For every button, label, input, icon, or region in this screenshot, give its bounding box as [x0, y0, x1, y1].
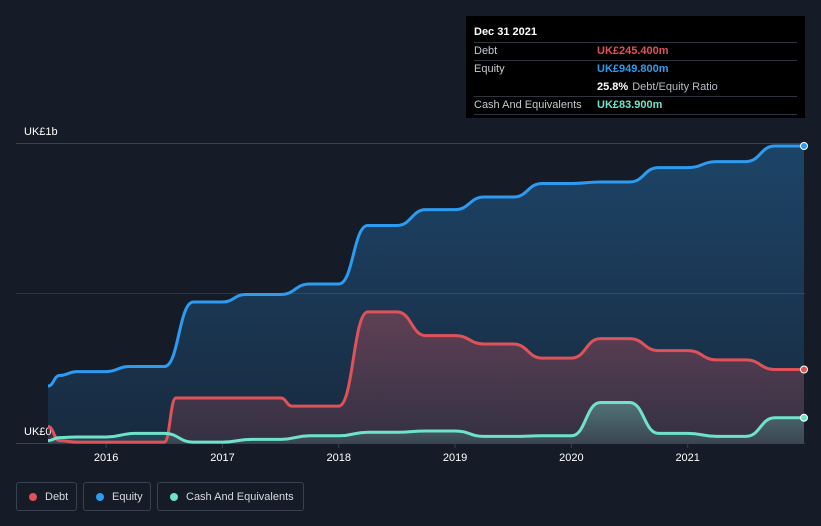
- tooltip-row-cash: Cash And Equivalents UK£83.900m: [474, 96, 797, 115]
- debt-legend-dot-icon: [29, 492, 37, 501]
- legend-item-debt[interactable]: Debt: [16, 482, 77, 511]
- tooltip-row-equity: Equity UK£949.800m: [474, 60, 797, 78]
- cash-line: [47, 401, 804, 444]
- tooltip-ratio-value: 25.8%: [597, 81, 629, 93]
- tooltip-equity-value: UK£949.800m: [597, 63, 669, 75]
- y-tick-label-top: UK£1b: [24, 126, 58, 138]
- equity-legend-dot-icon: [96, 492, 104, 501]
- tooltip-ratio-label: Debt/Equity Ratio: [632, 81, 718, 93]
- y-tick-label-bottom: UK£0: [24, 426, 52, 438]
- debt-line: [47, 310, 804, 444]
- tooltip-cash-value: UK£83.900m: [597, 99, 663, 111]
- cash-end-marker[interactable]: [800, 413, 808, 422]
- tooltip-debt-label: Debt: [474, 45, 498, 57]
- tooltip-equity-label: Equity: [474, 63, 505, 75]
- equity-end-marker[interactable]: [800, 142, 808, 150]
- tooltip-ratio-spacer: [474, 79, 597, 96]
- tooltip-date: Dec 31 2021: [474, 26, 537, 38]
- x-tick-label-2018: 2018: [327, 452, 351, 464]
- x-tick-label-2019: 2019: [443, 452, 467, 464]
- cash-area: [48, 402, 804, 443]
- legend-cash-label: Cash And Equivalents: [186, 490, 294, 503]
- equity-line: [47, 144, 804, 388]
- tooltip-panel: Dec 31 2021 Debt UK£245.400m Equity UK£9…: [466, 16, 805, 118]
- legend-item-cash[interactable]: Cash And Equivalents: [157, 482, 304, 511]
- x-tick-label-2016: 2016: [94, 452, 118, 464]
- x-tick-label-2021: 2021: [675, 452, 699, 464]
- tooltip-row-debt: Debt UK£245.400m: [474, 42, 797, 60]
- x-tick-label-2020: 2020: [559, 452, 583, 464]
- legend-debt-label: Debt: [45, 490, 69, 503]
- legend-equity-label: Equity: [112, 490, 143, 503]
- x-tick-label-2017: 2017: [210, 452, 234, 464]
- debt-end-marker[interactable]: [800, 365, 808, 374]
- tooltip-row-ratio: 25.8% Debt/Equity Ratio: [474, 78, 797, 96]
- tooltip-cash-label: Cash And Equivalents: [474, 99, 582, 111]
- legend-item-equity[interactable]: Equity: [83, 482, 151, 511]
- tooltip-debt-value: UK£245.400m: [597, 45, 669, 57]
- cash-legend-dot-icon: [170, 492, 178, 501]
- x-axis-ticks: 2016 2017 2018 2019 2020 2021: [94, 443, 700, 464]
